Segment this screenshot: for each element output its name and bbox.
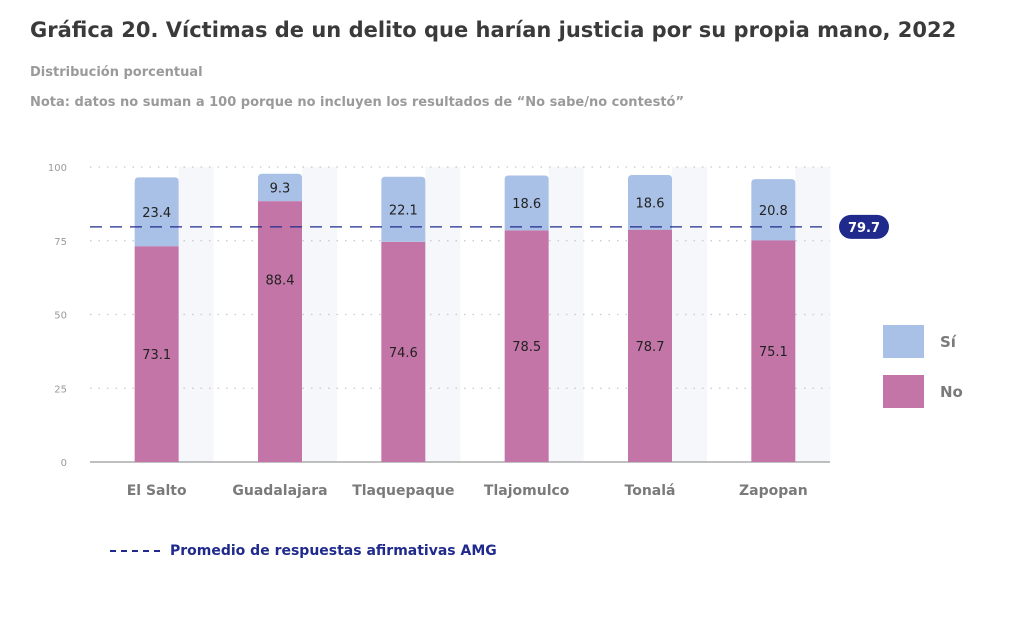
bar-no [134,246,179,462]
value-label-si: 20.8 [759,204,788,219]
y-tick-label: 0 [61,458,67,469]
x-tick-label: Zapopan [739,483,808,499]
chart-title: Gráfica 20. Víctimas de un delito que ha… [30,18,957,42]
average-legend: Promedio de respuestas afirmativas AMG [110,543,497,559]
value-label-no: 88.4 [266,273,295,288]
x-tick-label: Guadalajara [232,483,327,499]
bar-si [751,179,796,241]
legend-si-label: Sí [940,333,957,351]
value-label-si: 22.1 [389,203,418,218]
average-badge [839,214,889,239]
y-tick-label: 50 [54,311,67,322]
value-label-no: 75.1 [759,345,788,360]
value-label-si: 18.6 [512,197,541,212]
average-legend-dash [110,550,160,552]
x-tick-label: Tonalá [625,483,676,499]
y-tick-label: 25 [54,384,67,395]
bar-no [628,229,672,462]
value-label-si: 18.6 [636,196,665,211]
x-tick-label: El Salto [127,483,187,499]
bar-si [381,176,426,242]
x-tick-label: Tlajomulco [484,483,570,499]
bar-no [258,201,302,462]
bar-no [504,230,549,462]
x-tick-label: Tlaquepaque [352,483,454,499]
value-label-no: 78.5 [512,340,541,355]
bar-si [628,174,672,230]
value-label-si: 23.4 [142,206,171,221]
legend-si-swatch [883,325,924,358]
y-tick-label: 75 [54,237,67,248]
value-label-no: 78.7 [636,340,665,355]
value-label-no: 73.1 [142,348,171,363]
average-value-label: 79.7 [848,221,880,236]
average-legend-label: Promedio de respuestas afirmativas AMG [170,543,497,559]
chart-note: Nota: datos no suman a 100 porque no inc… [30,95,685,110]
legend-no-label: No [940,383,963,401]
bar-no [751,240,796,462]
y-tick-label: 100 [48,163,67,174]
value-label-si: 9.3 [270,182,291,197]
chart-subtitle: Distribución porcentual [30,65,203,80]
bar-no [381,241,426,462]
legend-no-swatch [883,375,924,408]
bar-si [504,175,549,231]
bar-si [258,173,302,202]
value-label-no: 74.6 [389,346,418,361]
bar-si [134,177,179,247]
